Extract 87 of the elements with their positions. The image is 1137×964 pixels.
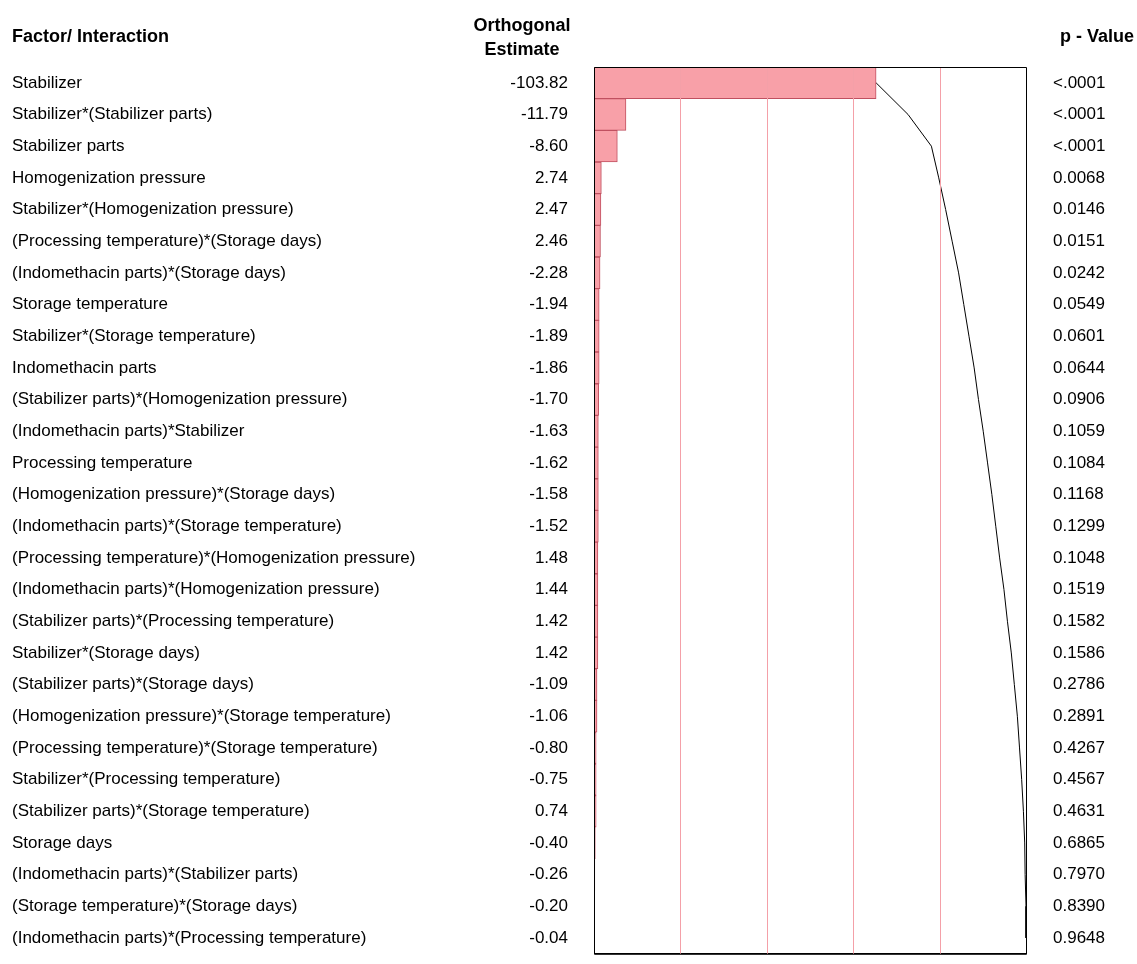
- y-tick-label: (Processing temperature)*(Storage temperature): [12, 737, 378, 757]
- text: -1.52: [529, 515, 568, 535]
- y-tick-label: (Indomethacin parts)*(Homogenization pressure): [12, 579, 380, 599]
- text: <.0001: [1053, 135, 1106, 155]
- y-tick-label: Storage temperature: [12, 294, 168, 314]
- text: -8.60: [529, 135, 568, 155]
- text: 0.1582: [1053, 610, 1105, 630]
- text: -1.09: [529, 674, 568, 694]
- text: 1.42: [534, 610, 568, 630]
- text: 0.0644: [1053, 357, 1105, 377]
- y-tick-label: (Indomethacin parts)*Stabilizer: [12, 420, 245, 440]
- text: -1.06: [529, 705, 568, 725]
- y-tick-label: (Processing temperature)*(Homogenization pressure): [12, 547, 416, 567]
- text: 0.4567: [1053, 769, 1105, 789]
- y-tick-label: (Stabilizer parts)*(Storage days): [12, 674, 254, 694]
- text: -0.40: [529, 832, 568, 852]
- y-axis-title: Factor/ Interaction: [12, 25, 170, 46]
- y-tick-label: Stabilizer parts: [12, 135, 125, 155]
- text: 0.1168: [1053, 484, 1104, 504]
- text: 0.0068: [1053, 167, 1105, 187]
- text: -1.58: [529, 484, 568, 504]
- text: <.0001: [1053, 104, 1106, 124]
- y-tick-label: (Stabilizer parts)*(Processing temperature): [12, 610, 335, 630]
- text: 0.9648: [1053, 927, 1105, 947]
- y-tick-label: (Stabilizer parts)*(Homogenization pressure): [12, 389, 348, 409]
- text: 0.8390: [1053, 895, 1105, 915]
- text: -1.89: [529, 325, 568, 345]
- y-tick-label: Stabilizer: [12, 72, 83, 92]
- text: -0.26: [529, 864, 568, 884]
- text: 0.1519: [1053, 579, 1105, 599]
- text: 0.6865: [1053, 832, 1105, 852]
- text: 0.1048: [1053, 547, 1105, 567]
- text: 0.4267: [1053, 737, 1105, 757]
- text: 1.48: [534, 547, 568, 567]
- text: 0.2786: [1053, 674, 1105, 694]
- text: 1.44: [534, 579, 568, 599]
- text: <.0001: [1053, 72, 1106, 92]
- text: 0.1586: [1053, 642, 1105, 662]
- text: 1.42: [534, 642, 568, 662]
- y-tick-label: (Indomethacin parts)*(Storage temperature): [12, 515, 342, 535]
- text: 0.74: [534, 800, 568, 820]
- y-tick-label: (Homogenization pressure)*(Storage temperature): [12, 705, 391, 725]
- y-tick-label: Stabilizer*(Storage temperature): [12, 325, 256, 345]
- text: 0.0906: [1053, 389, 1105, 409]
- text: 2.46: [534, 230, 568, 250]
- text: -2.28: [529, 262, 568, 282]
- y-tick-label: (Homogenization pressure)*(Storage days): [12, 484, 336, 504]
- text: -0.20: [529, 895, 568, 915]
- text: 2.47: [534, 199, 568, 219]
- y-tick-label: Stabilizer*(Storage days): [12, 642, 201, 662]
- text: 0.0242: [1053, 262, 1105, 282]
- text: 2.74: [534, 167, 568, 187]
- text: -1.63: [529, 420, 568, 440]
- text: -1.70: [529, 389, 568, 409]
- text: -1.94: [529, 294, 568, 314]
- y-tick-label: (Indomethacin parts)*(Storage days): [12, 262, 287, 282]
- text: 0.0549: [1053, 294, 1105, 314]
- y-tick-label: (Storage temperature)*(Storage days): [12, 895, 298, 915]
- y-tick-label: (Processing temperature)*(Storage days): [12, 230, 322, 250]
- text: 0.2891: [1053, 705, 1105, 725]
- y-tick-label: (Indomethacin parts)*(Stabilizer parts): [12, 864, 299, 884]
- text: -0.75: [529, 769, 568, 789]
- text: 0.0146: [1053, 199, 1105, 219]
- y-tick-label: Processing temperature: [12, 452, 193, 472]
- text: 0.0601: [1053, 325, 1105, 345]
- y-tick-label: (Stabilizer parts)*(Storage temperature): [12, 800, 310, 820]
- y-tick-label: Homogenization pressure: [12, 167, 206, 187]
- y-tick-label: Indomethacin parts: [12, 357, 157, 377]
- text: 0.1084: [1053, 452, 1105, 472]
- text: -0.04: [529, 927, 568, 947]
- y-tick-label: Stabilizer*(Homogenization pressure): [12, 199, 294, 219]
- y-tick-label: (Indomethacin parts)*(Processing temperature): [12, 927, 367, 947]
- text: -103.82: [510, 72, 568, 92]
- y-tick-label: Storage days: [12, 832, 113, 852]
- text: -11.79: [521, 104, 568, 124]
- text: -1.62: [529, 452, 568, 472]
- y-tick-label: Stabilizer*(Processing temperature): [12, 769, 281, 789]
- text: 0.0151: [1053, 230, 1105, 250]
- text: p - Value: [1059, 25, 1134, 46]
- text: 0.4631: [1053, 800, 1105, 820]
- text: -0.80: [529, 737, 568, 757]
- text: Orthogonal Estimate: [473, 14, 571, 59]
- text: 0.1299: [1053, 515, 1105, 535]
- text: 0.7970: [1053, 864, 1105, 884]
- text: 0.1059: [1053, 420, 1105, 440]
- y-tick-label: Stabilizer*(Stabilizer parts): [12, 104, 213, 124]
- text: -1.86: [529, 357, 568, 377]
